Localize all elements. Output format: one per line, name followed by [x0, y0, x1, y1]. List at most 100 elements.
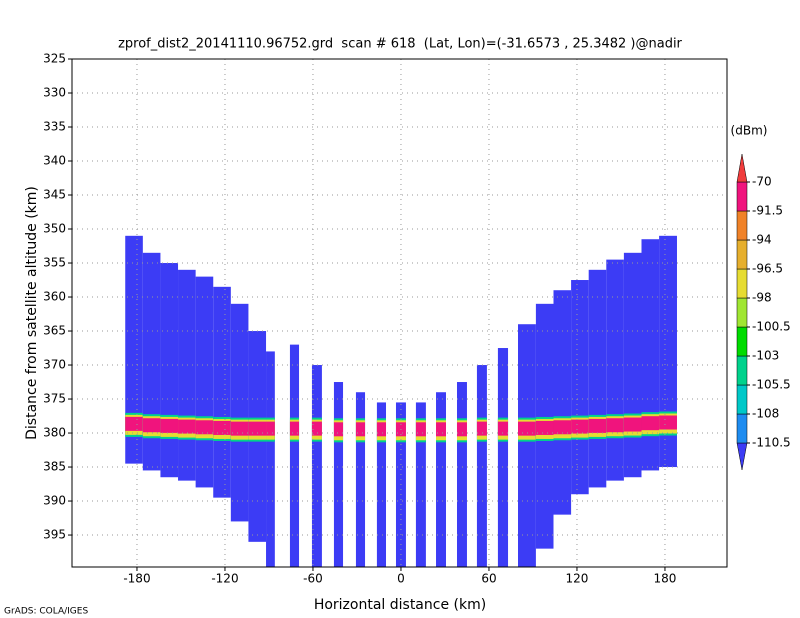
colorbar-triangle — [736, 153, 748, 183]
colorbar-label: -98 — [752, 291, 772, 305]
colorbar-segment — [736, 355, 748, 386]
echo-column — [571, 280, 589, 495]
echo-column — [415, 402, 426, 567]
surface-echo — [518, 421, 536, 436]
echo-column — [195, 276, 214, 488]
echo-column — [436, 392, 446, 567]
echo-column — [553, 290, 572, 515]
surface-echo — [623, 417, 642, 432]
surface-echo — [333, 422, 344, 437]
footer: GrADS: COLA/IGES — [4, 607, 88, 617]
echo-column — [606, 259, 624, 481]
y-tick-label: 345 — [43, 188, 66, 202]
surface-echo — [160, 418, 179, 433]
surface-echo — [497, 421, 509, 436]
colorbar-label: -70 — [752, 175, 772, 189]
echo-column — [213, 286, 231, 498]
echo-column — [497, 348, 509, 567]
echo-column — [266, 351, 275, 567]
colorbar-triangle — [736, 442, 748, 471]
colorbar-label: -110.5 — [752, 436, 791, 450]
echo-column — [518, 324, 536, 567]
colorbar-label: -96.5 — [752, 262, 783, 276]
x-tick-label: 180 — [654, 572, 677, 586]
echo-column — [230, 303, 249, 522]
colorbar-label: (dBm) — [731, 124, 768, 138]
surface-echo — [213, 420, 231, 435]
colorbar-segment — [736, 297, 748, 328]
y-tick-label: 330 — [43, 86, 66, 100]
echo-column — [160, 263, 179, 478]
x-tick-label: 60 — [481, 572, 496, 586]
colorbar-label: -91.5 — [752, 204, 783, 218]
colorbar-segment — [736, 210, 748, 241]
surface-echo — [571, 419, 589, 434]
echo-column — [456, 382, 467, 567]
echo-column — [178, 269, 196, 481]
surface-echo — [230, 421, 249, 436]
colorbar-segment — [736, 239, 748, 270]
y-axis-label: Distance from satellite altitude (km) — [24, 186, 40, 440]
colorbar-label: -105.5 — [752, 378, 791, 392]
echo-column — [588, 269, 607, 488]
y-tick-label: 355 — [43, 256, 66, 270]
surface-echo — [195, 420, 214, 435]
y-tick-label: 350 — [43, 222, 66, 236]
y-tick-label: 340 — [43, 154, 66, 168]
surface-echo — [355, 422, 366, 437]
x-axis-label: Horizontal distance (km) — [314, 597, 486, 613]
echo-column — [376, 402, 387, 567]
colorbar-label: -100.5 — [752, 320, 791, 334]
y-tick-label: 375 — [43, 392, 66, 406]
surface-echo — [456, 422, 467, 437]
surface-echo — [588, 418, 607, 433]
x-tick-label: 0 — [397, 572, 405, 586]
echo-column — [125, 235, 143, 464]
y-tick-label: 335 — [43, 120, 66, 134]
y-tick-label: 370 — [43, 358, 66, 372]
surface-echo — [535, 420, 554, 435]
x-tick-label: -180 — [123, 572, 150, 586]
surface-echo — [289, 421, 300, 436]
echo-column — [659, 235, 677, 468]
y-tick-label: 385 — [43, 460, 66, 474]
surface-echo — [476, 421, 487, 436]
colorbar-segment — [736, 384, 748, 415]
colorbar-segment — [736, 181, 748, 212]
echo-column — [355, 392, 366, 567]
colorbar-label: -94 — [752, 233, 772, 247]
chart-title: zprof_dist2_20141110.96752.grd scan # 61… — [118, 37, 682, 52]
colorbar-segment — [736, 413, 748, 444]
y-tick-label: 380 — [43, 426, 66, 440]
y-tick-label: 390 — [43, 494, 66, 508]
colorbar-segment — [736, 268, 748, 299]
surface-echo — [125, 416, 143, 431]
x-tick-label: -120 — [211, 572, 238, 586]
surface-echo — [142, 418, 161, 433]
colorbar-label: -103 — [752, 349, 779, 363]
surface-echo — [311, 421, 322, 436]
echo-column — [289, 344, 300, 567]
echo-column — [311, 365, 322, 567]
surface-echo — [553, 420, 572, 435]
echo-column — [476, 365, 487, 567]
surface-echo — [376, 422, 387, 437]
echo-column — [333, 382, 344, 567]
surface-echo — [178, 419, 196, 434]
x-tick-label: 120 — [566, 572, 589, 586]
surface-echo — [641, 416, 660, 431]
surface-echo — [248, 421, 267, 436]
surface-echo — [436, 422, 446, 437]
colorbar-segment — [736, 326, 748, 357]
colorbar-label: -108 — [752, 407, 779, 421]
surface-echo — [659, 415, 677, 430]
x-tick-label: -60 — [303, 572, 323, 586]
surface-echo — [266, 421, 275, 436]
surface-echo — [606, 418, 624, 433]
y-tick-label: 360 — [43, 290, 66, 304]
y-tick-label: 365 — [43, 324, 66, 338]
plot-frame — [71, 58, 728, 568]
y-tick-label: 325 — [43, 52, 66, 66]
surface-echo — [415, 422, 426, 437]
